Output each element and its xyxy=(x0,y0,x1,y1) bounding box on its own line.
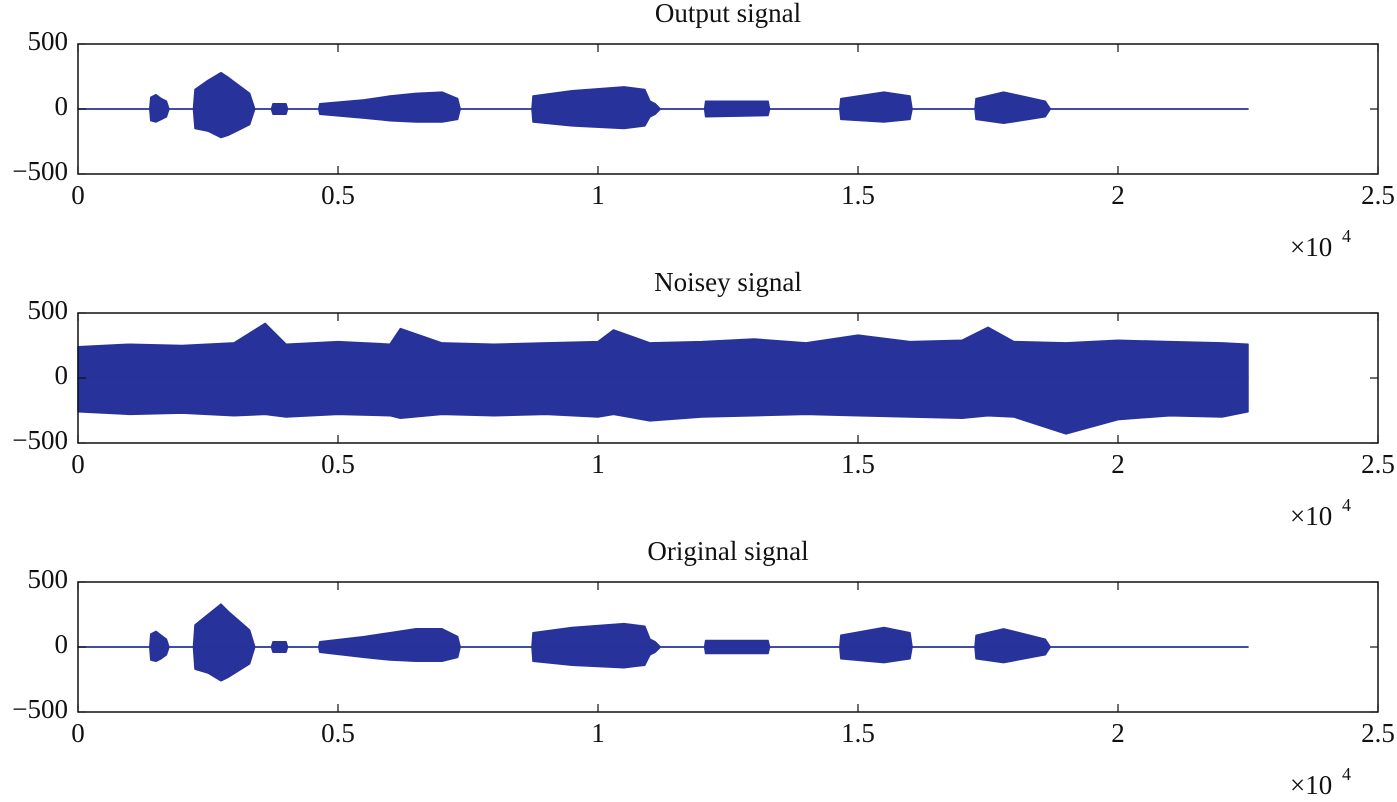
subplot-title: Output signal xyxy=(655,0,801,28)
y-tick-label: 500 xyxy=(28,26,69,56)
signal-envelope xyxy=(77,322,1249,379)
x-tick-label: 1.5 xyxy=(841,449,875,479)
signal-envelope xyxy=(77,603,1249,648)
signal-envelope xyxy=(77,377,1249,435)
x-tick-label: 1 xyxy=(591,449,605,479)
x-tick-label: 0.5 xyxy=(321,718,355,748)
x-tick-label: 2 xyxy=(1111,180,1125,210)
signal-envelope xyxy=(77,646,1249,682)
x-exponent-base: ×10 xyxy=(1290,770,1332,800)
y-tick-label: −500 xyxy=(12,156,68,186)
x-exponent-base: ×10 xyxy=(1290,232,1332,262)
y-tick-label: −500 xyxy=(12,425,68,455)
x-exponent: 4 xyxy=(1342,495,1351,515)
x-tick-label: 1 xyxy=(591,180,605,210)
subplot-title: Noisey signal xyxy=(654,267,802,297)
subplot-title: Original signal xyxy=(647,536,808,566)
x-tick-label: 0.5 xyxy=(321,180,355,210)
x-exponent: 4 xyxy=(1342,764,1351,784)
x-tick-label: 2.5 xyxy=(1361,718,1395,748)
x-tick-label: 2 xyxy=(1111,449,1125,479)
x-exponent: 4 xyxy=(1342,226,1351,246)
signal-envelope xyxy=(77,108,1249,139)
x-tick-label: 0 xyxy=(71,718,85,748)
x-tick-label: 1.5 xyxy=(841,180,875,210)
x-tick-label: 0.5 xyxy=(321,449,355,479)
y-tick-label: 0 xyxy=(55,629,69,659)
x-tick-label: 2 xyxy=(1111,718,1125,748)
x-exponent-base: ×10 xyxy=(1290,501,1332,531)
x-tick-label: 0 xyxy=(71,449,85,479)
signal-envelope xyxy=(77,71,1249,110)
y-tick-label: −500 xyxy=(12,694,68,724)
y-tick-label: 500 xyxy=(28,295,69,325)
x-tick-label: 1.5 xyxy=(841,718,875,748)
y-tick-label: 500 xyxy=(28,564,69,594)
x-tick-label: 0 xyxy=(71,180,85,210)
x-tick-label: 1 xyxy=(591,718,605,748)
x-tick-label: 2.5 xyxy=(1361,449,1395,479)
y-tick-label: 0 xyxy=(55,91,69,121)
x-tick-label: 2.5 xyxy=(1361,180,1395,210)
y-tick-label: 0 xyxy=(55,360,69,390)
